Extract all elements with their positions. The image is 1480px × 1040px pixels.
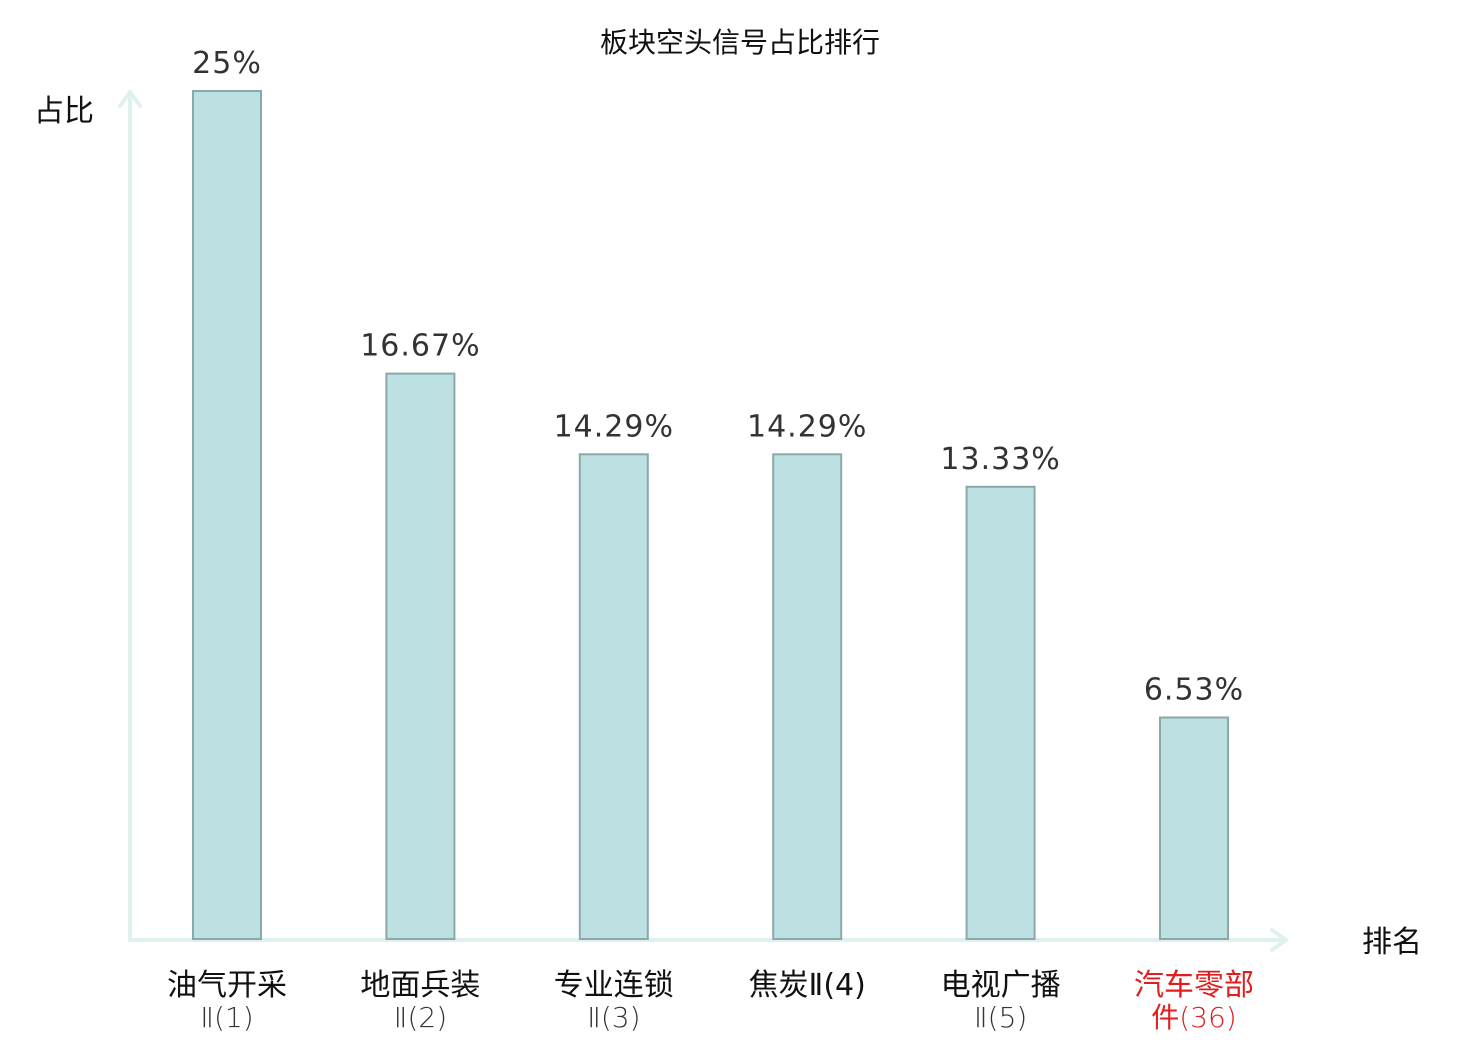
data-label-4: 14.29% [747, 409, 867, 444]
bar-4 [772, 453, 843, 940]
x-tick-label-3-line-2: Ⅱ(3) [587, 1001, 640, 1034]
x-tick-label-1-line-1: 油气开采 [167, 968, 287, 1003]
axes [118, 90, 1288, 952]
x-axis-label: 排名 [1362, 925, 1422, 960]
x-tick-label-3-line-1: 专业连锁 [554, 968, 674, 1003]
data-label-5: 13.33% [940, 442, 1060, 477]
y-axis-label: 占比 [34, 94, 94, 129]
x-tick-label-6-line-2: 件(36) [1151, 1001, 1236, 1034]
x-tick-label-5-line-1: 电视广播 [941, 968, 1061, 1003]
x-tick-label-1-line-2: Ⅱ(1) [200, 1001, 253, 1034]
bar-5 [965, 485, 1036, 940]
x-axis-arrow-icon [1270, 928, 1288, 952]
y-axis-arrow-icon [118, 90, 142, 108]
bar-6 [1159, 716, 1229, 940]
data-label-2: 16.67% [360, 329, 480, 364]
x-tick-label-2-line-2: Ⅱ(2) [394, 1001, 447, 1034]
bar-3 [578, 453, 649, 940]
chart-title: 板块空头信号占比排行 [600, 26, 880, 59]
x-tick-label-6-line-1: 汽车零部 [1134, 968, 1254, 1003]
x-tick-label-2-line-1: 地面兵装 [360, 968, 480, 1003]
data-label-3: 14.29% [554, 409, 674, 444]
value-labels: 25% 16.67% 14.29% 14.29% 13.33% 6.53% [192, 46, 1244, 708]
bar-series [192, 90, 1229, 941]
x-tick-label-5-line-2: Ⅱ(5) [974, 1001, 1027, 1034]
data-label-1: 25% [192, 46, 262, 81]
data-label-6: 6.53% [1144, 673, 1244, 708]
bar-1 [192, 90, 262, 940]
bar-2 [385, 372, 456, 941]
x-tick-label-4: 焦炭Ⅱ(4) [749, 968, 866, 1003]
